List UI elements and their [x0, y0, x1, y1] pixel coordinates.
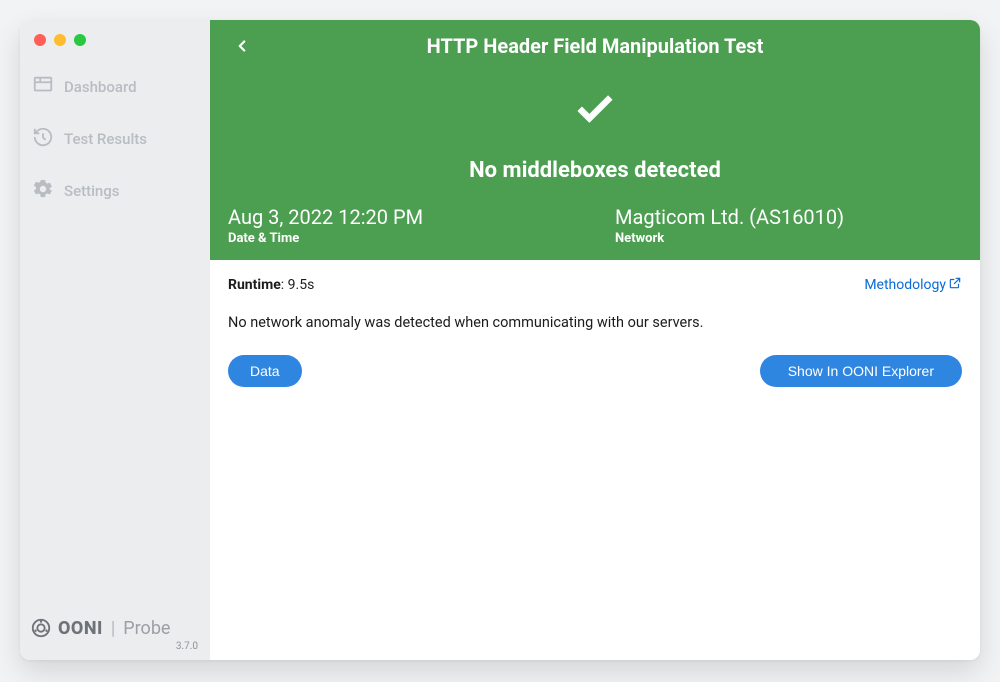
title-row: HTTP Header Field Manipulation Test — [228, 28, 962, 64]
brand-subname: Probe — [123, 618, 170, 639]
show-in-explorer-button[interactable]: Show In OONI Explorer — [760, 355, 962, 387]
sidebar-item-label: Dashboard — [64, 78, 137, 96]
result-content: Runtime: 9.5s Methodology No network ano… — [210, 260, 980, 660]
runtime-label: Runtime — [228, 277, 281, 293]
sidebar-nav: Dashboard Test Results — [20, 56, 210, 204]
gear-icon — [32, 178, 54, 204]
app-version: 3.7.0 — [176, 641, 200, 652]
brand-separator: | — [111, 618, 115, 639]
runtime-value: 9.5s — [288, 277, 315, 293]
meta-network: Magticom Ltd. (AS16010) Network — [615, 205, 962, 246]
ooni-logo-icon — [30, 617, 52, 639]
sidebar-item-label: Settings — [64, 182, 120, 200]
chevron-left-icon — [233, 37, 251, 55]
runtime-row: Runtime: 9.5s Methodology — [228, 276, 962, 294]
date-time-label: Date & Time — [228, 231, 575, 246]
sidebar-item-label: Test Results — [64, 130, 147, 148]
sidebar-item-dashboard[interactable]: Dashboard — [32, 74, 198, 100]
dashboard-icon — [32, 74, 54, 100]
network-value: Magticom Ltd. (AS16010) — [615, 205, 962, 229]
window-controls — [20, 20, 210, 56]
brand-name: OONI — [58, 618, 103, 639]
date-time-value: Aug 3, 2022 12:20 PM — [228, 205, 575, 229]
history-icon — [32, 126, 54, 152]
maximize-window-icon[interactable] — [74, 34, 86, 46]
minimize-window-icon[interactable] — [54, 34, 66, 46]
action-row: Data Show In OONI Explorer — [228, 355, 962, 387]
sidebar-item-test-results[interactable]: Test Results — [32, 126, 198, 152]
app-window: Dashboard Test Results — [20, 20, 980, 660]
sidebar-footer: OONI | Probe 3.7.0 — [20, 605, 210, 660]
result-meta: Aug 3, 2022 12:20 PM Date & Time Magtico… — [228, 205, 962, 246]
sidebar-item-settings[interactable]: Settings — [32, 178, 198, 204]
methodology-label: Methodology — [864, 277, 946, 293]
page-title: HTTP Header Field Manipulation Test — [256, 34, 934, 58]
back-button[interactable] — [228, 32, 256, 60]
result-description: No network anomaly was detected when com… — [228, 294, 962, 355]
network-label: Network — [615, 231, 962, 246]
external-link-icon — [948, 276, 962, 294]
brand: OONI | Probe — [30, 617, 170, 639]
check-icon — [568, 84, 622, 142]
meta-date-time: Aug 3, 2022 12:20 PM Date & Time — [228, 205, 575, 246]
result-heading: No middleboxes detected — [228, 148, 962, 205]
result-header: HTTP Header Field Manipulation Test No m… — [210, 20, 980, 260]
methodology-link[interactable]: Methodology — [864, 276, 962, 294]
sidebar: Dashboard Test Results — [20, 20, 210, 660]
runtime-separator: : — [281, 277, 288, 293]
main-panel: HTTP Header Field Manipulation Test No m… — [210, 20, 980, 660]
runtime: Runtime: 9.5s — [228, 277, 314, 293]
close-window-icon[interactable] — [34, 34, 46, 46]
data-button[interactable]: Data — [228, 355, 302, 387]
result-status-icon-wrap — [228, 64, 962, 148]
